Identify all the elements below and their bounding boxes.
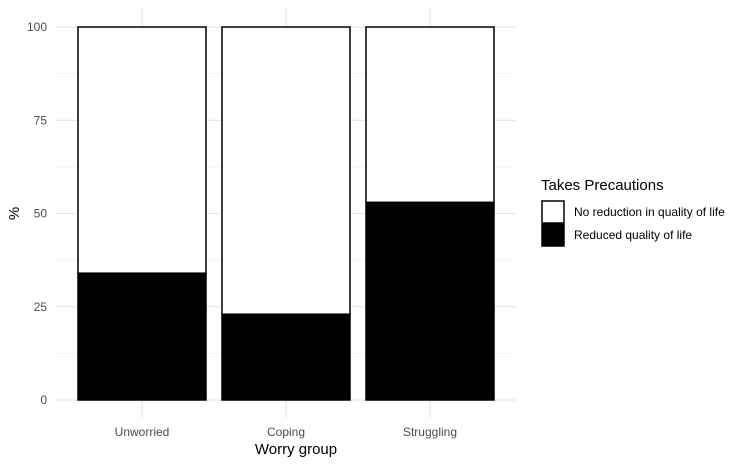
legend-key [541, 223, 565, 247]
x-axis: Unworried Coping Struggling [115, 425, 457, 439]
bar-segment [77, 272, 207, 401]
bar-segment [365, 201, 495, 401]
bar-segment [365, 26, 495, 204]
x-tick-label: Struggling [403, 425, 457, 439]
y-tick-label: 50 [34, 207, 48, 221]
legend-title: Takes Precautions [541, 177, 664, 194]
x-tick-label: Unworried [115, 425, 170, 439]
legend-label: No reduction in quality of life [574, 205, 725, 219]
y-axis-title: % [6, 207, 23, 220]
legend-label: Reduced quality of life [574, 228, 692, 242]
y-tick-label: 100 [27, 20, 47, 34]
bars [77, 26, 495, 401]
bar-segment [221, 26, 351, 315]
y-tick-label: 0 [40, 393, 47, 407]
y-tick-label: 75 [34, 113, 48, 127]
y-tick-label: 25 [34, 300, 48, 314]
x-axis-title: Worry group [255, 441, 337, 458]
legend: Takes Precautions No reduction in qualit… [541, 177, 725, 247]
bar-segment [221, 313, 351, 401]
x-tick-label: Coping [267, 425, 305, 439]
bar-segment [77, 26, 207, 274]
y-axis: 0 25 50 75 100 [27, 20, 47, 407]
legend-key [541, 200, 565, 224]
